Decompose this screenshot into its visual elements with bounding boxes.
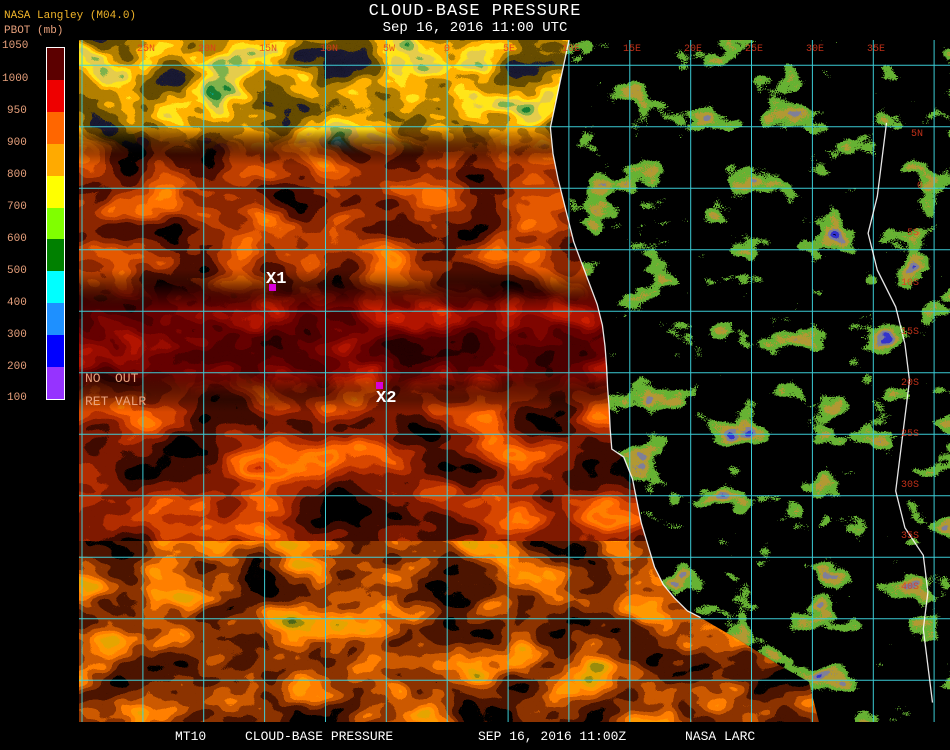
svg-text:X2: X2: [376, 389, 396, 408]
svg-text:5N: 5N: [911, 129, 923, 140]
svg-text:15N: 15N: [259, 44, 277, 55]
svg-text:0: 0: [444, 44, 450, 55]
svg-text:25S: 25S: [901, 429, 919, 440]
svg-text:5W: 5W: [383, 44, 395, 55]
svg-text:20E: 20E: [684, 44, 702, 55]
svg-text:10N: 10N: [320, 44, 338, 55]
svg-text:RET: RET: [85, 394, 109, 409]
svg-text:5S: 5S: [907, 228, 919, 239]
svg-text:25E: 25E: [745, 44, 763, 55]
svg-text:25N: 25N: [137, 44, 155, 55]
svg-text:30E: 30E: [806, 44, 824, 55]
svg-text:5E: 5E: [503, 44, 515, 55]
svg-text:10E: 10E: [562, 44, 580, 55]
svg-text:VALR: VALR: [115, 394, 146, 409]
svg-text:30S: 30S: [901, 480, 919, 491]
svg-text:NO: NO: [85, 371, 101, 386]
svg-text:20N: 20N: [198, 44, 216, 55]
svg-text:35E: 35E: [867, 44, 885, 55]
svg-text:15E: 15E: [623, 44, 641, 55]
svg-text:10S: 10S: [901, 278, 919, 289]
svg-text:40S: 40S: [901, 582, 919, 593]
svg-text:0: 0: [917, 181, 923, 192]
svg-text:20S: 20S: [901, 378, 919, 389]
svg-text:OUT: OUT: [115, 371, 139, 386]
svg-text:35S: 35S: [901, 531, 919, 542]
svg-text:15S: 15S: [901, 327, 919, 338]
